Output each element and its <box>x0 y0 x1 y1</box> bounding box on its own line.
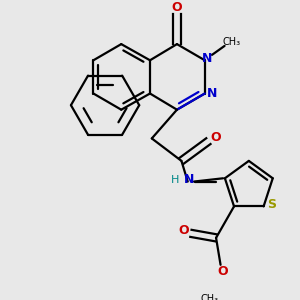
Text: O: O <box>178 224 189 237</box>
Text: N: N <box>184 173 195 186</box>
Text: CH₃: CH₃ <box>223 37 241 47</box>
Text: N: N <box>202 52 213 65</box>
Text: S: S <box>267 198 276 211</box>
Text: O: O <box>172 1 182 14</box>
Text: N: N <box>207 87 217 100</box>
Text: O: O <box>210 131 221 144</box>
Text: O: O <box>217 266 228 278</box>
Text: CH₃: CH₃ <box>201 294 219 300</box>
Text: H: H <box>171 175 179 185</box>
